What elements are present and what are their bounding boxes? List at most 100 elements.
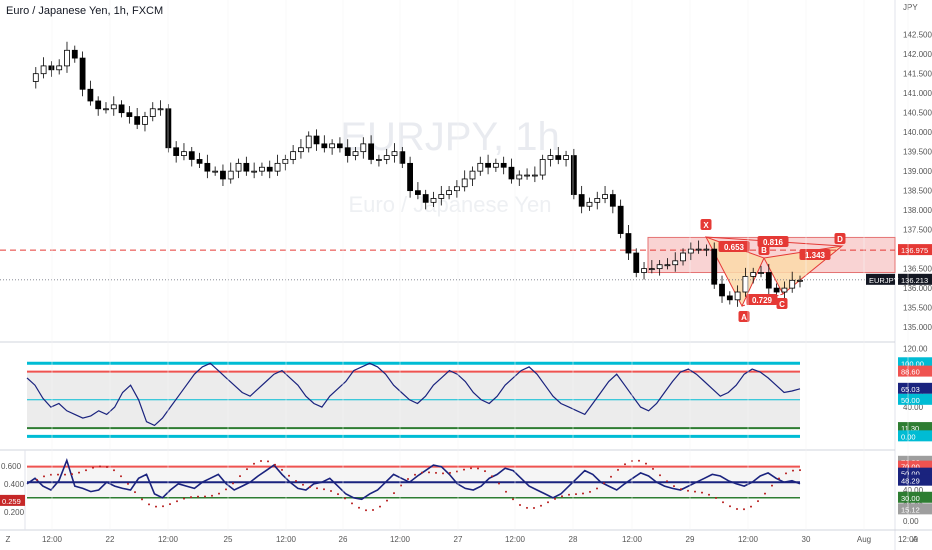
osc2-dot: [267, 460, 269, 463]
osc2-dot: [386, 499, 388, 502]
price-tick-label: 142.500: [903, 31, 932, 40]
osc2-dot: [176, 500, 178, 503]
candle-body: [32, 73, 39, 82]
pattern-point-a-box: [738, 311, 750, 322]
osc2-dot: [652, 467, 654, 470]
osc2-dot: [78, 471, 80, 474]
candle-body: [95, 100, 102, 110]
osc2-dot: [568, 493, 570, 496]
ratio-label-xb: 0.653: [724, 243, 745, 252]
candle-body: [446, 190, 452, 195]
symbol-badge-box: [866, 273, 895, 285]
osc2-dot: [526, 506, 528, 509]
candle-body: [290, 151, 297, 160]
price-tick-label: 138.000: [903, 206, 932, 215]
candle-body: [173, 147, 180, 156]
candle-body: [337, 143, 343, 149]
candle-body: [594, 198, 601, 203]
candle-body: [407, 162, 414, 192]
osc2-dot: [127, 482, 129, 485]
candle-body: [383, 155, 390, 160]
osc2-dot: [155, 505, 157, 508]
osc2-value-badge: 30.00: [901, 494, 920, 503]
osc2-dot: [771, 484, 773, 487]
candle-body: [719, 283, 725, 297]
candle-body: [235, 162, 242, 172]
osc2-dot: [393, 492, 395, 495]
osc2-dot: [498, 482, 500, 485]
candle-body: [40, 65, 47, 75]
osc2-dot: [757, 500, 759, 503]
osc2-dot: [610, 475, 612, 478]
time-axis-corner-label: Z: [6, 535, 11, 544]
osc2-dot: [561, 495, 563, 498]
candle-body: [461, 178, 468, 188]
osc2-dot: [540, 504, 542, 507]
candle-body: [508, 166, 515, 180]
osc2-dot: [211, 494, 213, 497]
candle-body: [399, 151, 406, 164]
osc2-dot: [638, 459, 640, 462]
candle-body: [282, 159, 289, 164]
candle-body: [305, 135, 312, 149]
osc2-dot: [463, 468, 465, 471]
osc2-dot: [778, 477, 780, 480]
osc1-value-badge: 11.30: [901, 424, 919, 433]
osc2-dot: [106, 465, 108, 468]
osc2-dot: [232, 482, 234, 485]
osc2-dot: [169, 503, 171, 506]
candle-body: [204, 162, 211, 172]
candle-body: [695, 248, 702, 251]
price-tick-label: 141.500: [903, 70, 932, 79]
osc2-dot: [743, 508, 745, 511]
osc1-value-badge: 0.00: [901, 432, 916, 441]
osc2-dot: [379, 505, 381, 508]
osc2-line: [26, 457, 801, 501]
candle-body: [313, 135, 320, 145]
candle-body: [547, 155, 554, 160]
osc2-dot: [85, 469, 87, 472]
candle-body: [344, 147, 351, 156]
osc2-dot: [519, 503, 521, 506]
time-tick-label: 12:00: [738, 535, 759, 544]
osc2-dot: [400, 484, 402, 487]
osc2-dot: [750, 505, 752, 508]
ratio-label-ac-box: [757, 236, 789, 247]
candle-body: [274, 162, 281, 172]
osc2-dot: [316, 487, 318, 490]
time-tick-label: 28: [569, 535, 578, 544]
price-tick-label: 136.000: [903, 284, 932, 293]
osc2-dot: [302, 483, 304, 486]
price-tick-label: 137.500: [903, 226, 932, 235]
osc1-value-badge: 50.00: [901, 396, 920, 405]
price-tick-label: 140.000: [903, 128, 932, 137]
osc2-dot: [505, 490, 507, 493]
candle-body: [430, 198, 437, 203]
candle-body: [87, 88, 94, 102]
osc2-dot: [372, 508, 374, 511]
candle-body: [524, 174, 530, 177]
candle-body: [734, 291, 741, 301]
ratio-label-bd-box: [746, 294, 778, 305]
osc1-tick-label: 40.00: [903, 403, 924, 412]
osc2-dot: [246, 468, 248, 471]
candle-body: [103, 108, 109, 111]
osc2-dot: [547, 501, 549, 504]
candle-body: [181, 151, 187, 156]
osc2-dot: [358, 506, 360, 509]
price-tick-label: 140.500: [903, 109, 932, 118]
osc2-dot: [260, 459, 262, 462]
candle-body: [79, 57, 86, 90]
candle-body: [118, 104, 125, 114]
osc2-dot: [330, 490, 332, 493]
candle-body: [641, 268, 647, 273]
osc1-line: [26, 362, 801, 427]
osc2-dot: [799, 469, 801, 472]
candle-body: [453, 186, 460, 192]
osc2-dot: [428, 471, 430, 474]
candle-body: [485, 162, 491, 168]
osc2-dot: [449, 471, 451, 474]
ratio-label-bd: 0.729: [752, 296, 773, 305]
